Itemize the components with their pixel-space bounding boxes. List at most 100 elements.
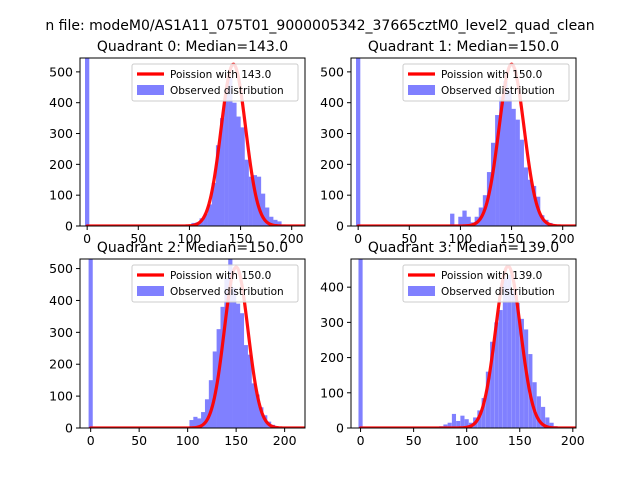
histogram-bar [464, 419, 469, 428]
histogram-bar [239, 313, 245, 428]
y-tick-label: 400 [320, 280, 344, 295]
y-tick-label: 0 [65, 219, 73, 234]
x-tick-label: 200 [273, 433, 297, 448]
histogram-bar [265, 207, 270, 226]
plot-area [88, 259, 305, 428]
histogram-bar [458, 216, 463, 226]
histogram-bar [541, 406, 546, 428]
x-tick-label: 150 [224, 433, 248, 448]
y-tick-label: 200 [49, 157, 73, 172]
histogram-bar [251, 383, 256, 428]
histogram-bar [549, 422, 554, 428]
histogram-bar [193, 416, 198, 428]
histogram-bar [85, 58, 90, 226]
legend-bar-swatch [137, 286, 164, 296]
legend-line-label: Poission with 143.0 [170, 69, 271, 81]
legend-bar-label: Observed distribution [441, 286, 555, 298]
histogram-bar [527, 179, 533, 226]
x-tick-label: 50 [401, 231, 417, 246]
poisson-curve [89, 265, 305, 428]
x-tick-label: 150 [500, 231, 524, 246]
axes-frame [79, 258, 306, 429]
x-tick-label: 200 [280, 231, 304, 246]
histogram-bar [545, 417, 550, 428]
legend-bar-label: Observed distribution [170, 85, 284, 97]
plot-area [85, 58, 305, 226]
y-tick-label: 100 [49, 188, 73, 203]
histogram-bar [456, 420, 461, 428]
histogram-bar [507, 90, 512, 226]
histogram-bar [507, 274, 512, 428]
histogram-bar [252, 175, 258, 226]
y-tick-label: 500 [320, 64, 344, 79]
histogram-bar [466, 216, 471, 226]
legend-bar-label: Observed distribution [441, 85, 555, 97]
histogram-bar [447, 422, 452, 428]
legend-box [402, 264, 570, 303]
histogram-bar [462, 210, 467, 226]
histogram-bar [236, 303, 241, 428]
y-tick-label: 200 [320, 157, 344, 172]
axes-frame [79, 57, 306, 227]
histogram-bar [247, 354, 252, 428]
histogram-bar [248, 176, 253, 226]
histogram-bar [531, 185, 537, 226]
legend-line-label: Poission with 150.0 [170, 270, 271, 282]
histogram-bar [460, 415, 465, 428]
x-tick-label: 100 [178, 231, 202, 246]
histogram-bar [240, 127, 245, 226]
axes-frame [350, 57, 577, 227]
subplot-title: Quadrant 1: Median=150.0 [368, 39, 559, 55]
x-tick-label: 100 [176, 433, 200, 448]
y-tick-label: 500 [49, 64, 73, 79]
histogram-bar [259, 407, 264, 428]
x-tick-label: 0 [87, 433, 95, 448]
histogram-bar [189, 420, 194, 428]
histogram-bar [536, 396, 541, 428]
subplot-title: Quadrant 2: Median=150.0 [97, 240, 288, 256]
histogram-bar [519, 318, 524, 428]
x-tick-label: 100 [455, 433, 479, 448]
subplot-quadrant-1: 0 50 100 150 200 0 100 200 300 400 500 Poission wit… [320, 39, 577, 246]
legend-box [402, 63, 570, 102]
histogram-bar [450, 213, 455, 226]
plot-area [358, 259, 576, 428]
y-tick-label: 200 [320, 350, 344, 365]
legend-box [131, 264, 299, 303]
histogram-bar [232, 287, 237, 428]
histogram-bar [243, 345, 248, 428]
histogram-bar [515, 119, 520, 226]
x-tick-label: 50 [406, 433, 422, 448]
legend-bar-swatch [137, 85, 164, 95]
histogram-bar [204, 399, 210, 428]
histogram-bar [88, 259, 93, 428]
subplot-quadrant-0: 0 50 100 150 200 0 100 200 300 400 500 Poission wit… [49, 39, 306, 246]
histogram-bar [494, 322, 499, 428]
x-tick-label: 200 [551, 231, 575, 246]
histogram-bar [224, 278, 229, 428]
poisson-curve [358, 264, 576, 428]
x-tick-label: 50 [130, 231, 146, 246]
histogram-bar [260, 193, 266, 226]
subplot-quadrant-3: 0 50 100 150 200 0 100 200 300 400 Poission with 1… [320, 240, 585, 448]
histogram-bar [273, 219, 278, 226]
y-tick-label: 200 [49, 357, 73, 372]
y-tick-label: 100 [49, 389, 73, 404]
histogram-bar [515, 303, 520, 428]
y-tick-label: 0 [336, 219, 344, 234]
histogram-bar [277, 221, 282, 226]
histogram-bar [502, 278, 507, 428]
subplot-quadrant-2: 0 50 100 150 200 0 100 200 300 400 500 Poission wit… [49, 240, 306, 448]
histogram-bar [269, 216, 274, 226]
y-tick-label: 400 [49, 95, 73, 110]
axes-frame [350, 258, 577, 429]
histogram-bar [481, 398, 486, 428]
histogram-bar [232, 102, 237, 226]
legend-bar-label: Observed distribution [170, 286, 284, 298]
y-tick-label: 300 [320, 126, 344, 141]
histogram-bar [358, 259, 363, 428]
histogram-bar [511, 290, 516, 428]
histogram-bar [228, 78, 233, 226]
y-tick-label: 300 [49, 325, 73, 340]
x-tick-label: 0 [357, 433, 365, 448]
